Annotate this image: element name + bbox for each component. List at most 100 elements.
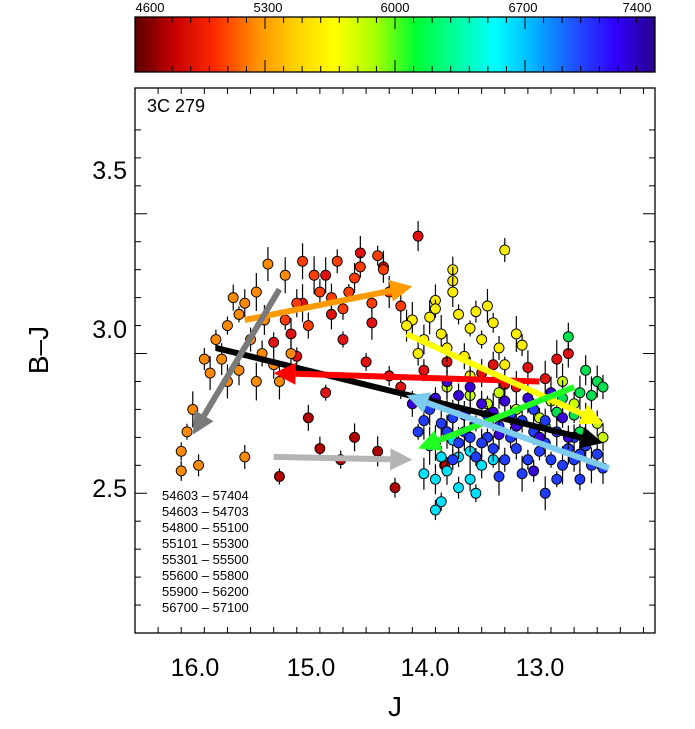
trend-arrow-head: [406, 392, 431, 414]
data-point: [441, 465, 453, 477]
data-point: [204, 367, 216, 379]
legend-entry: 56700 – 57100: [162, 600, 249, 615]
data-point: [464, 381, 476, 393]
colorbar-tick-label: 6000: [381, 0, 410, 15]
data-point: [412, 426, 424, 438]
data-point: [574, 387, 586, 399]
axis-ticks: [135, 88, 655, 633]
data-point: [297, 255, 309, 267]
data-point: [337, 303, 349, 315]
trend-arrow-head: [418, 430, 443, 451]
legend: 54603 – 57404 54603 – 54703 54800 – 5510…: [162, 488, 249, 615]
legend-entry: 54603 – 57404: [162, 488, 249, 503]
legend-entry: 55101 – 55300: [162, 536, 249, 551]
data-point: [285, 328, 297, 340]
data-point: [279, 314, 291, 326]
x-tick-label: 13.0: [516, 654, 565, 682]
data-point: [239, 297, 251, 309]
data-point: [302, 320, 314, 332]
data-point: [418, 364, 430, 376]
data-point: [551, 473, 563, 485]
trend-arrow-shaft: [244, 287, 392, 323]
x-tick-label: 14.0: [401, 654, 450, 682]
data-point: [435, 417, 447, 429]
data-point: [510, 443, 522, 454]
trend-arrow-head: [578, 404, 603, 425]
y-axis-label: B–J: [23, 326, 54, 374]
data-point: [470, 487, 482, 499]
x-tick-label: 15.0: [287, 654, 336, 682]
data-point: [181, 426, 193, 438]
trend-arrow: [418, 384, 576, 451]
data-point: [499, 244, 511, 256]
data-point: [533, 445, 545, 457]
data-point: [435, 328, 447, 340]
data-point: [597, 431, 609, 443]
x-axis-label: J: [388, 691, 402, 722]
data-point: [470, 451, 482, 463]
data-point: [193, 459, 205, 471]
data-point: [476, 334, 488, 345]
data-point: [510, 328, 522, 340]
legend-entry: 55600 – 55800: [162, 568, 249, 583]
colorbar: 4600 5300 6000 6700 7400: [134, 0, 656, 73]
data-point: [401, 320, 413, 332]
y-tick-label: 3.0: [92, 316, 127, 344]
data-point: [250, 286, 262, 298]
data-point: [453, 308, 465, 320]
data-point: [250, 376, 262, 387]
data-point: [320, 269, 332, 281]
trend-arrow: [405, 331, 603, 425]
data-point: [320, 387, 332, 399]
data-point: [337, 334, 349, 345]
data-point: [551, 353, 563, 365]
legend-entry: 54800 – 55100: [162, 520, 249, 535]
trend-arrow: [215, 345, 603, 449]
data-point: [464, 473, 476, 485]
x-tick-label: 16.0: [171, 654, 220, 682]
legend-entry: 55301 – 55500: [162, 552, 249, 567]
y-tick-label: 3.5: [92, 157, 127, 185]
data-point: [435, 451, 447, 463]
data-point: [198, 353, 210, 365]
data-point: [372, 250, 384, 262]
data-point: [302, 412, 314, 424]
data-point: [539, 373, 551, 385]
colorbar-tick-label: 5300: [254, 0, 283, 15]
trend-arrow-head: [192, 410, 214, 435]
data-point: [424, 311, 436, 323]
data-point: [366, 297, 378, 309]
data-point: [516, 468, 528, 480]
data-point: [591, 448, 603, 460]
data-point: [210, 334, 222, 345]
data-point: [418, 415, 430, 427]
data-point: [285, 348, 297, 359]
data-point: [487, 317, 499, 329]
trend-arrow: [273, 362, 540, 385]
data-point: [429, 504, 441, 516]
legend-entry: 54603 – 54703: [162, 504, 249, 519]
trend-arrow-head: [579, 427, 603, 449]
data-point: [597, 381, 609, 393]
data-point: [493, 342, 505, 354]
data-point: [481, 300, 493, 312]
data-point: [539, 487, 551, 499]
data-point: [314, 286, 326, 298]
data-point: [522, 454, 534, 466]
data-point: [354, 261, 366, 273]
data-point: [273, 471, 285, 482]
data-point: [377, 264, 389, 276]
colorbar-tick-label: 7400: [623, 0, 652, 15]
data-point: [516, 339, 528, 351]
y-tick-label: 2.5: [92, 475, 127, 503]
data-point: [528, 465, 540, 477]
data-point: [476, 398, 488, 410]
data-point: [562, 331, 574, 343]
scatter-points: [175, 221, 609, 521]
data-point: [221, 320, 233, 332]
data-point: [349, 431, 361, 443]
data-point: [268, 336, 280, 348]
trend-arrow: [273, 448, 413, 471]
data-point: [216, 353, 228, 365]
